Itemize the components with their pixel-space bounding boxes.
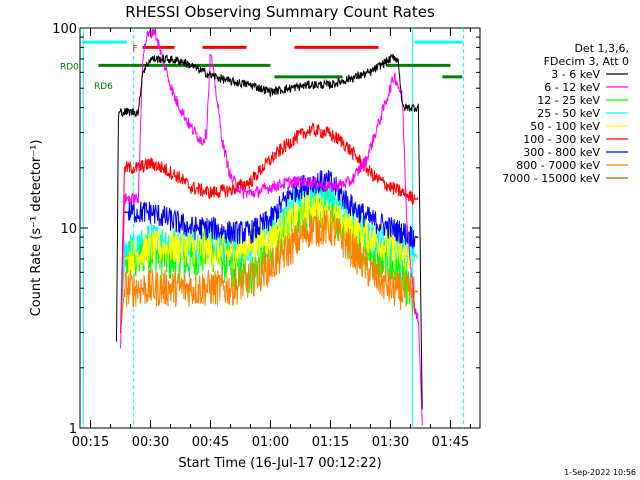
x-tick-label-01-45: 01:45 xyxy=(432,435,469,450)
legend-label-300-800-kev: 300 - 800 keV xyxy=(523,146,600,159)
y-axis-label: Count Rate (s⁻¹ detector⁻¹) xyxy=(29,140,44,317)
flag-label-rd6: RD6 xyxy=(94,82,113,92)
series-line-50-100-kev xyxy=(124,190,415,274)
y-tick-label-1: 1 xyxy=(69,422,77,437)
legend-header-1: FDecim 3, Att 0 xyxy=(544,55,629,68)
series-line-300-800-kev xyxy=(124,169,419,249)
x-tick-label-01-30: 01:30 xyxy=(372,435,409,450)
legend-label-6-12-kev: 6 - 12 keV xyxy=(544,81,600,94)
legend-label-50-100-kev: 50 - 100 keV xyxy=(530,120,600,133)
legend-header-0: Det 1,3,6, xyxy=(574,42,629,55)
legend-label-12-25-kev: 12 - 25 keV xyxy=(537,94,600,107)
x-tick-label-00-15: 00:15 xyxy=(72,435,109,450)
timestamp: 1-Sep-2022 10:56 xyxy=(564,468,636,477)
series-layer xyxy=(116,27,423,426)
axis-layer: 00:15 00:30 00:45 01:00 01:15 01:30 01:45 1 10 10… xyxy=(52,22,480,450)
y-tick-label-100: 100 xyxy=(52,22,77,37)
x-axis-label: Start Time (16-Jul-17 00:12:22) xyxy=(178,456,381,471)
legend-label-25-50-kev: 25 - 50 keV xyxy=(537,107,600,120)
series-line-6-12-kev xyxy=(120,27,423,426)
series-line-3-6-kev xyxy=(116,53,423,410)
flag-label-f: F xyxy=(133,44,138,54)
legend-label-800-7000-kev: 800 - 7000 keV xyxy=(516,159,600,172)
series-line-800-7000-kev xyxy=(120,209,419,333)
x-tick-label-00-45: 00:45 xyxy=(192,435,229,450)
x-tick-label-01-00: 01:00 xyxy=(252,435,289,450)
flag-label-rd0: RD0 xyxy=(60,62,79,72)
series-line-100-300-kev xyxy=(120,122,419,334)
legend-label-3-6-kev: 3 - 6 keV xyxy=(551,68,600,81)
legend-label-7000-15000-kev: 7000 - 15000 keV xyxy=(502,172,600,185)
y-tick-label-10: 10 xyxy=(60,222,77,237)
chart-title: RHESSI Observing Summary Count Rates xyxy=(125,3,435,21)
legend-label-100-300-kev: 100 - 300 keV xyxy=(523,133,600,146)
annotation-layer: F RD0 RD6 xyxy=(60,28,465,428)
x-tick-label-00-30: 00:30 xyxy=(132,435,169,450)
x-tick-label-01-15: 01:15 xyxy=(312,435,349,450)
plot-area: F RD0 RD6 00:15 00:30 00:45 01:00 01:15 01:30 01… xyxy=(52,22,481,450)
